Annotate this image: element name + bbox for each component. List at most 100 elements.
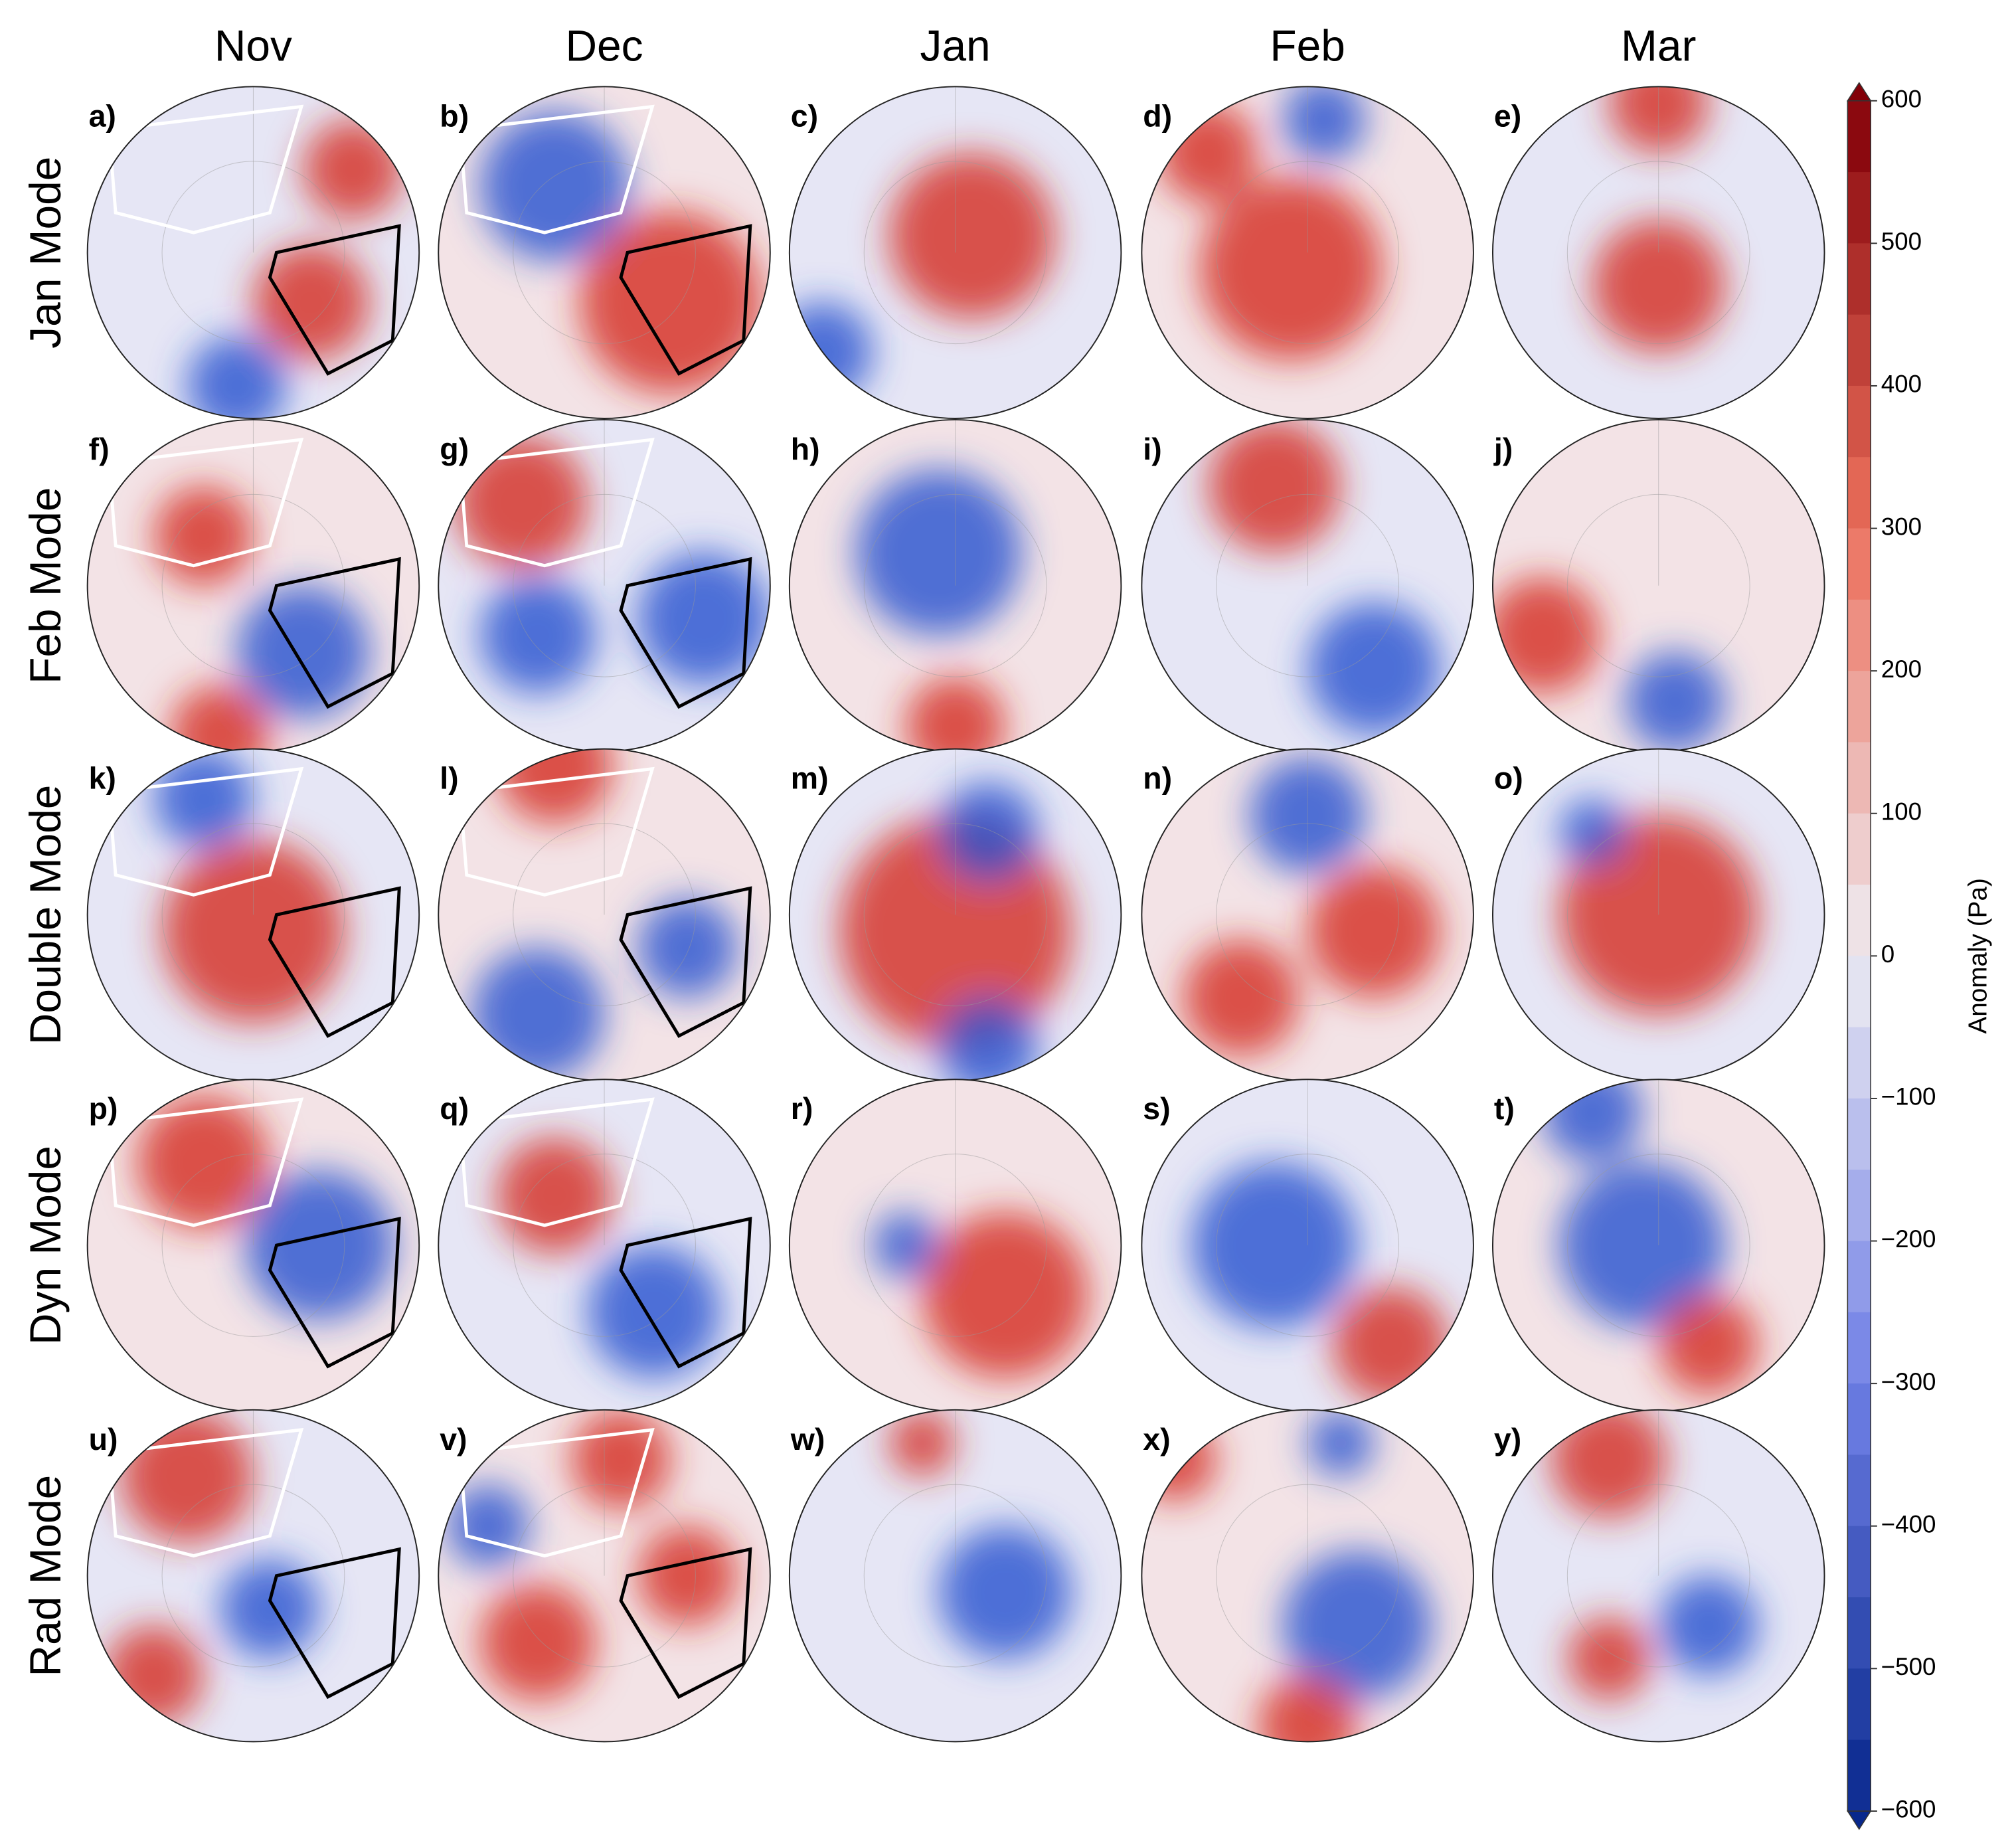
panel-label: n) bbox=[1143, 761, 1172, 796]
map-outline bbox=[438, 86, 771, 419]
panel-label: t) bbox=[1494, 1091, 1515, 1126]
anomaly-field bbox=[496, 1137, 720, 1378]
anomaly-blob bbox=[496, 1137, 613, 1254]
colorbar-tick-label: 400 bbox=[1881, 371, 1922, 398]
region-box-black bbox=[619, 224, 752, 376]
region-box-white bbox=[107, 766, 304, 897]
map-outline bbox=[1491, 1409, 1825, 1743]
anomaly-blob bbox=[479, 111, 630, 261]
panel-label: v) bbox=[440, 1422, 467, 1456]
anomaly-blob bbox=[187, 335, 287, 418]
map-outline bbox=[788, 1409, 1122, 1743]
map-panel bbox=[87, 1079, 420, 1411]
map-panel bbox=[87, 419, 420, 752]
region-box-white bbox=[458, 1427, 655, 1558]
anomaly-blob bbox=[236, 585, 370, 719]
map-panel bbox=[789, 1079, 1122, 1411]
anomaly-blob bbox=[220, 1559, 320, 1659]
column-title: Dec bbox=[565, 21, 643, 70]
anomaly-blob bbox=[1282, 1551, 1432, 1700]
anomaly-blob bbox=[872, 1212, 939, 1278]
anomaly-blob bbox=[1307, 1409, 1375, 1476]
colorbar-segment bbox=[1847, 172, 1871, 244]
colorbar-segment bbox=[1847, 956, 1871, 1028]
colorbar-tick-label: 200 bbox=[1881, 656, 1922, 683]
anomaly-blob bbox=[496, 748, 613, 824]
anomaly-field bbox=[187, 120, 403, 418]
panel-label: l) bbox=[440, 761, 458, 796]
region-box-white bbox=[458, 1097, 655, 1227]
map-panel bbox=[789, 86, 1122, 418]
map-panel bbox=[1492, 1079, 1825, 1411]
anomaly-blob bbox=[571, 1409, 671, 1510]
map-panel bbox=[438, 419, 770, 752]
colorbar-tick-label: 100 bbox=[1881, 798, 1922, 825]
row-title: Dyn Mode bbox=[21, 1146, 70, 1345]
colorbar-segment bbox=[1847, 243, 1871, 315]
colorbar-tick-label: 500 bbox=[1881, 228, 1922, 255]
colorbar-segment bbox=[1847, 1668, 1871, 1741]
colorbar-tick-label: 0 bbox=[1881, 940, 1894, 968]
panel-label: h) bbox=[791, 432, 820, 466]
anomaly-blob bbox=[1307, 602, 1440, 735]
anomaly-blob bbox=[303, 120, 403, 220]
row-title: Jan Mode bbox=[21, 157, 70, 349]
map-panel bbox=[1492, 1409, 1825, 1742]
colorbar-segment bbox=[1847, 457, 1871, 529]
map-panel bbox=[789, 1409, 1122, 1742]
panel-label: k) bbox=[89, 761, 116, 796]
colorbar-tick-label: −400 bbox=[1881, 1510, 1936, 1538]
colorbar-tick-label: 600 bbox=[1881, 85, 1922, 112]
panel-label: g) bbox=[440, 432, 469, 466]
panel-label: u) bbox=[89, 1422, 118, 1456]
anomaly-blob bbox=[1282, 86, 1366, 161]
colorbar-segment bbox=[1847, 1098, 1871, 1171]
row-title: Rad Mode bbox=[21, 1475, 70, 1677]
map-outline bbox=[438, 1409, 771, 1743]
anomaly-blob bbox=[1558, 798, 1626, 865]
colorbar-tick-label: 300 bbox=[1881, 513, 1922, 540]
anomaly-blob bbox=[922, 1212, 1088, 1378]
colorbar-segment bbox=[1847, 528, 1871, 600]
anomaly-blob bbox=[588, 1245, 720, 1378]
map-panel bbox=[87, 748, 420, 1081]
map-panel bbox=[1492, 419, 1825, 752]
colorbar-segment bbox=[1847, 1739, 1871, 1812]
anomaly-blob bbox=[1551, 1409, 1667, 1518]
region-box-white bbox=[107, 104, 304, 234]
panel-label: s) bbox=[1143, 1091, 1170, 1126]
map-outline bbox=[86, 86, 420, 419]
map-panel bbox=[438, 1409, 770, 1742]
anomaly-blob bbox=[455, 436, 588, 569]
colorbar-segment bbox=[1847, 1027, 1871, 1099]
anomaly-blob bbox=[1558, 1162, 1725, 1328]
anomaly-field bbox=[888, 1409, 1072, 1659]
panel-label: m) bbox=[791, 761, 829, 796]
region-box-black bbox=[619, 1547, 752, 1700]
anomaly-blob bbox=[1567, 1617, 1651, 1700]
map-panel bbox=[789, 748, 1122, 1081]
anomaly-blob bbox=[1191, 1162, 1358, 1328]
map-outline bbox=[1141, 86, 1474, 419]
anomaly-field bbox=[455, 436, 770, 694]
panel-label: i) bbox=[1143, 432, 1161, 466]
colorbar-segment bbox=[1847, 1312, 1871, 1385]
colorbar-segment bbox=[1847, 742, 1871, 814]
colorbar-segment bbox=[1847, 1454, 1871, 1527]
panel-label: j) bbox=[1493, 432, 1513, 466]
colorbar-segment bbox=[1847, 385, 1871, 458]
anomaly-field bbox=[1551, 1409, 1758, 1700]
anomaly-field bbox=[137, 1096, 394, 1320]
region-box-white bbox=[458, 766, 655, 897]
anomaly-blob bbox=[170, 685, 270, 752]
column-title: Mar bbox=[1621, 21, 1696, 70]
anomaly-blob bbox=[579, 211, 762, 394]
map-panel bbox=[1141, 86, 1473, 418]
colorbar-segment bbox=[1847, 813, 1871, 886]
region-box-black bbox=[268, 1216, 401, 1369]
colorbar-segment bbox=[1847, 1170, 1871, 1242]
region-box-white bbox=[458, 438, 655, 568]
colorbar-segment bbox=[1847, 1597, 1871, 1670]
panel-label: x) bbox=[1143, 1422, 1170, 1456]
